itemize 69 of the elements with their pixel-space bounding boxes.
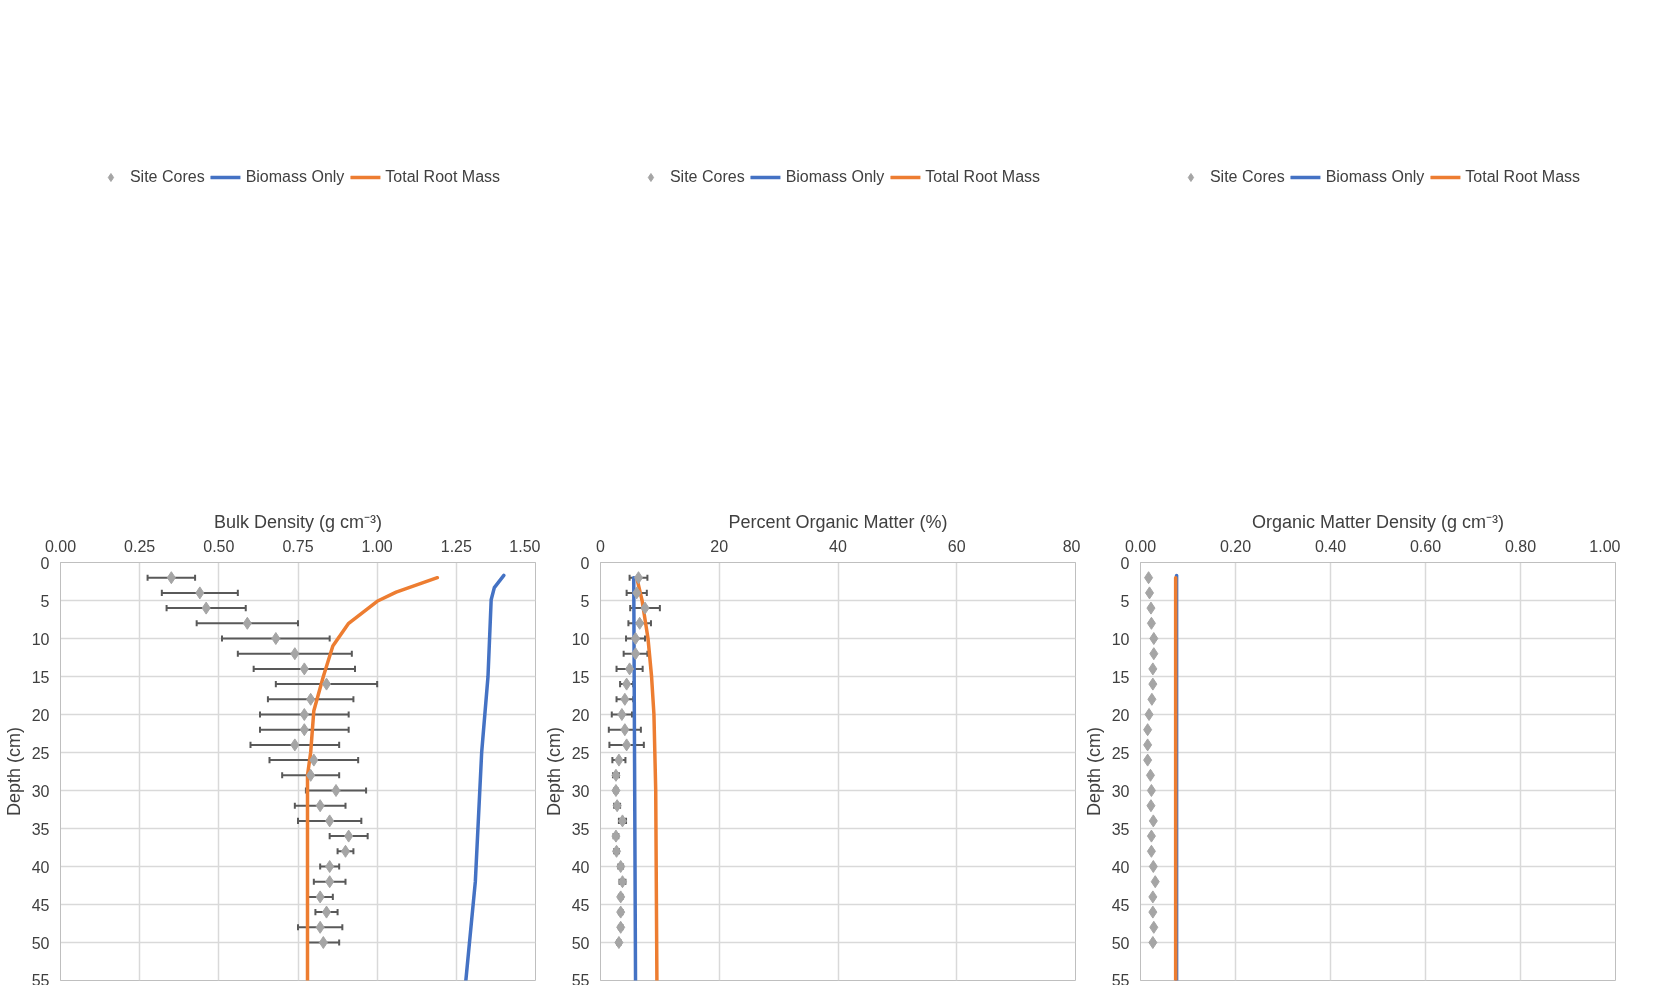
legend-label: Biomass Only xyxy=(245,167,345,186)
legend-label: Site Cores xyxy=(1209,167,1285,186)
x-tick-label: 0.80 xyxy=(1504,537,1537,555)
y-tick-label: 5 xyxy=(40,592,50,610)
y-tick-label: 35 xyxy=(571,820,590,838)
x-tick-label: 20 xyxy=(710,537,729,555)
y-tick-label: 15 xyxy=(571,668,590,686)
y-tick-label: 45 xyxy=(1111,896,1130,914)
y-tick-label: 25 xyxy=(1111,744,1130,762)
x-tick-label: 0.50 xyxy=(203,537,235,555)
y-tick-label: 10 xyxy=(571,630,590,648)
x-tick-label: 1.50 xyxy=(509,537,541,555)
y-tick-label: 15 xyxy=(31,668,50,686)
x-tick-label: 60 xyxy=(947,537,966,555)
x-axis-title: Bulk Density (g cm⁻³) xyxy=(213,511,383,532)
y-tick-label: 40 xyxy=(31,858,50,876)
legend-label: Site Cores xyxy=(669,167,745,186)
x-tick-label: 0.75 xyxy=(282,537,314,555)
y-tick-label: 0 xyxy=(580,554,590,572)
legend-label: Total Root Mass xyxy=(925,167,1041,186)
y-tick-label: 25 xyxy=(571,744,590,762)
y-tick-label: 35 xyxy=(1111,820,1130,838)
x-tick-label: 40 xyxy=(829,537,847,555)
y-axis-title: Depth (cm) xyxy=(543,726,564,817)
y-tick-label: 55 xyxy=(571,971,590,989)
x-tick-label: 0.25 xyxy=(124,537,156,555)
y-tick-label: 50 xyxy=(31,934,50,952)
x-tick-label: 0.00 xyxy=(1124,537,1157,555)
legend-label: Biomass Only xyxy=(785,167,885,186)
y-tick-label: 20 xyxy=(1111,706,1130,724)
y-tick-label: 30 xyxy=(1111,782,1130,800)
y-tick-label: 55 xyxy=(1111,971,1130,989)
x-tick-label: 0.00 xyxy=(44,537,77,555)
x-axis-title: Organic Matter Density (g cm⁻³) xyxy=(1251,511,1505,532)
legend-label: Total Root Mass xyxy=(385,167,501,186)
y-tick-label: 5 xyxy=(580,592,590,610)
y-tick-label: 20 xyxy=(571,706,590,724)
x-tick-label: 1.25 xyxy=(440,537,473,555)
legend-label: Total Root Mass xyxy=(1465,167,1581,186)
x-tick-label: 0.20 xyxy=(1219,537,1252,555)
legend-label: Biomass Only xyxy=(1325,167,1425,186)
x-tick-label: 0 xyxy=(596,537,606,555)
y-tick-label: 10 xyxy=(31,630,50,648)
y-axis-title: Depth (cm) xyxy=(3,726,24,817)
y-tick-label: 5 xyxy=(1120,592,1130,610)
y-tick-label: 0 xyxy=(40,554,50,572)
legend-label: Site Cores xyxy=(129,167,205,186)
y-tick-label: 35 xyxy=(31,820,50,838)
y-tick-label: 0 xyxy=(1120,554,1130,572)
x-tick-label: 80 xyxy=(1062,537,1081,555)
y-tick-label: 55 xyxy=(31,971,50,989)
y-tick-label: 50 xyxy=(1111,934,1130,952)
y-tick-label: 50 xyxy=(571,934,590,952)
y-tick-label: 45 xyxy=(31,896,50,914)
y-tick-label: 40 xyxy=(1111,858,1130,876)
y-tick-label: 40 xyxy=(571,858,590,876)
y-tick-label: 10 xyxy=(1111,630,1130,648)
x-tick-label: 1.00 xyxy=(1589,537,1621,555)
y-tick-label: 30 xyxy=(31,782,50,800)
x-axis-title: Percent Organic Matter (%) xyxy=(728,511,948,532)
y-tick-label: 15 xyxy=(1111,668,1130,686)
y-tick-label: 30 xyxy=(571,782,590,800)
x-tick-label: 1.00 xyxy=(361,537,393,555)
x-tick-label: 0.60 xyxy=(1409,537,1442,555)
y-axis-title: Depth (cm) xyxy=(1083,726,1104,817)
y-tick-label: 25 xyxy=(31,744,50,762)
y-tick-label: 45 xyxy=(571,896,590,914)
y-tick-label: 20 xyxy=(31,706,50,724)
x-tick-label: 0.40 xyxy=(1314,537,1347,555)
